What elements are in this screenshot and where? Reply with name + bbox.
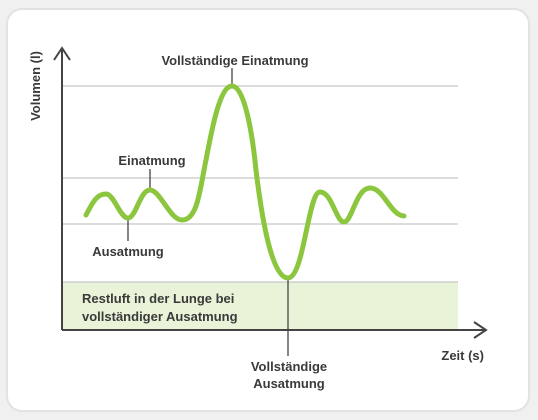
y-axis-label: Volumen (l) — [28, 51, 43, 121]
inhale-label: Einatmung — [118, 153, 185, 168]
residual-air-region — [62, 282, 458, 330]
volume-curve — [83, 83, 407, 281]
full-inhale-label: Vollständige Einatmung — [161, 53, 308, 68]
full-exhale-label-line2: Ausatmung — [253, 376, 325, 391]
x-axis-label: Zeit (s) — [441, 348, 484, 363]
y-axis-arrow — [53, 46, 71, 61]
residual-label-line2: vollständiger Ausatmung — [82, 309, 238, 324]
diagram-card — [6, 8, 530, 412]
x-axis-arrow — [473, 321, 488, 339]
exhale-label: Ausatmung — [92, 244, 164, 259]
full-exhale-label-line1: Vollständige — [251, 359, 327, 374]
residual-label-line1: Restluft in der Lunge bei — [82, 291, 234, 306]
